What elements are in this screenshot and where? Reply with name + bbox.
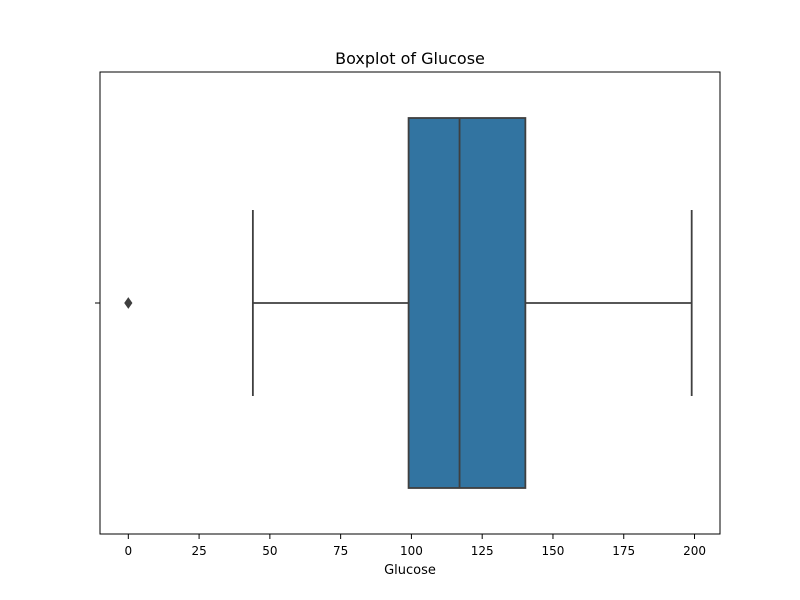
- x-tick-label: 125: [471, 544, 494, 558]
- x-tick-label: 150: [542, 544, 565, 558]
- iqr-box: [407, 117, 527, 489]
- x-tick-label: 175: [612, 544, 635, 558]
- x-tick-label: 0: [124, 544, 132, 558]
- chart-title: Boxplot of Glucose: [335, 49, 485, 68]
- x-tick-label: 100: [400, 544, 423, 558]
- plot-area: 0 25 50 75 100 125 150 175 200: [95, 71, 721, 558]
- x-tick-label: 25: [191, 544, 206, 558]
- outlier-point: [124, 297, 133, 309]
- x-tick-label: 200: [683, 544, 706, 558]
- x-axis-label: Glucose: [384, 563, 436, 578]
- x-tick-label: 75: [333, 544, 348, 558]
- x-tick-label: 50: [262, 544, 277, 558]
